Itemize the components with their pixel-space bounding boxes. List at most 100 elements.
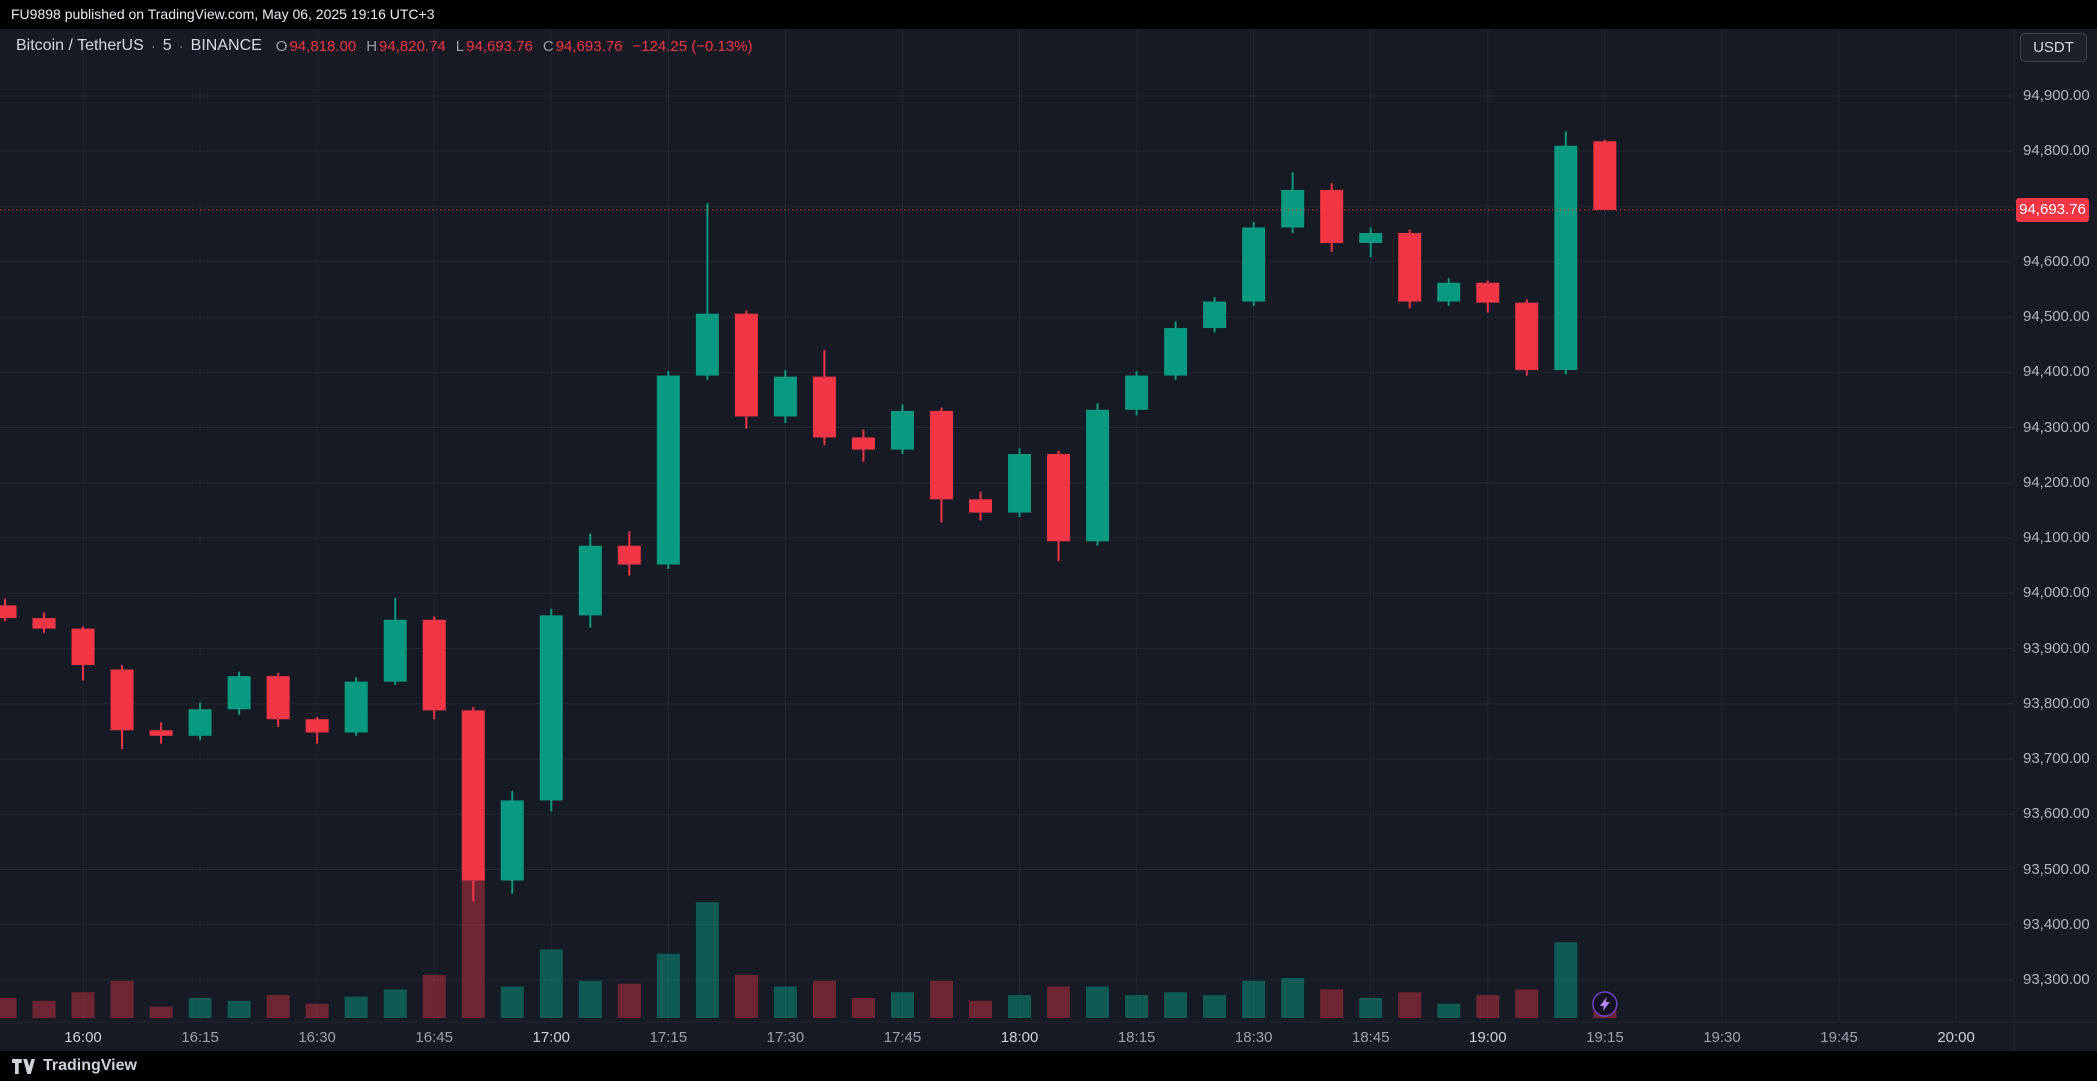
candle [617,531,641,576]
publish-text: FU9898 published on TradingView.com, May… [11,6,435,22]
price-axis[interactable]: USDT 94,693.76 94,900.0094,800.0094,700.… [2014,0,2097,1051]
candle [1125,371,1149,416]
candle-body [1242,227,1266,302]
volume-bar [734,975,758,1018]
volume-bar [1125,995,1149,1018]
candle-body [929,410,953,500]
last-price-badge: 94,693.76 [2016,197,2089,222]
candle-wick [706,203,709,380]
candle-body [1398,233,1422,302]
candle-body [1593,141,1617,210]
exchange-name[interactable]: BINANCE [190,37,262,54]
volume-bar [149,1006,173,1018]
candle [851,429,875,462]
candle [969,491,992,521]
price-axis-label: 94,500.00 [2023,308,2090,325]
high-value: 94,820.74 [379,37,446,55]
candle-body [1203,301,1227,329]
candle [149,722,173,744]
volume-bar [461,875,485,1018]
candle [656,371,680,569]
price-axis-label: 93,600.00 [2023,805,2090,823]
candle [539,608,563,812]
candle [1359,227,1383,258]
candle-body [539,615,563,801]
price-axis-label: 93,500.00 [2023,860,2090,878]
candle-body [578,545,602,616]
open-value: 94,818.00 [289,37,357,55]
time-axis-label: 17:00 [532,1029,571,1046]
candle [32,612,56,634]
close-label: C [542,37,554,55]
candle-body [383,619,407,682]
time-axis-label: 16:30 [298,1029,336,1046]
volume-bar [890,992,914,1018]
time-axis-label: 19:45 [1820,1029,1858,1046]
candle-body [461,710,485,881]
candle [1437,278,1461,306]
volume-bar [1359,997,1383,1018]
symbol-name[interactable]: Bitcoin / TetherUS [16,37,144,54]
candle [1398,229,1422,309]
candle-body [1437,282,1461,302]
candle [1281,172,1305,234]
volume-bar [1086,986,1110,1018]
candle [188,702,212,741]
candle-body [969,499,992,513]
volume-bar [188,997,212,1018]
candle-body [734,313,758,417]
candle [890,404,914,455]
volume-bar [1164,992,1188,1018]
price-axis-label: 94,200.00 [2023,473,2090,491]
volume-bar [617,983,641,1018]
candle [0,598,17,621]
time-axis-label: 19:00 [1469,1029,1507,1046]
candle-body [1125,375,1149,410]
candle [461,707,485,902]
time-axis-label: 17:30 [766,1029,805,1046]
candle [1047,450,1071,562]
candle-body [1047,454,1071,542]
candle-body [149,730,173,736]
candle-body [656,375,680,565]
price-axis-label: 94,300.00 [2023,418,2090,436]
volume-bar [1203,995,1227,1018]
volume-bar [773,986,797,1018]
volume-bar [0,997,17,1018]
time-axis-label: 18:00 [1000,1029,1039,1046]
volume-bar [32,1000,56,1018]
footer-bar: TradingView [0,1051,2097,1081]
volume-bar [305,1003,329,1018]
candle-body [812,376,836,438]
candle-body [0,605,17,619]
high-label: H [366,37,378,55]
candle [266,672,290,727]
volume-bar [422,975,446,1018]
candle-body [1164,328,1188,376]
time-axis-label: 19:15 [1586,1029,1624,1046]
volume-bar [656,953,680,1018]
candle [422,616,446,720]
candle-body [305,719,329,733]
candle-body [617,545,641,565]
price-axis-label: 93,400.00 [2023,915,2090,933]
time-axis[interactable]: 16:00 16:15 16:30 16:45 17:00 17:15 17:30 17:45… [0,1022,2014,1051]
volume-bar [227,1000,251,1018]
candle [1008,448,1032,518]
candle-body [32,618,56,629]
candle-body [1008,454,1032,513]
candle [383,597,407,685]
tradingview-logo-icon [12,1058,35,1074]
interval-value[interactable]: 5 [162,37,172,54]
time-axis-label: 18:45 [1351,1029,1390,1046]
tradingview-logo-link[interactable]: TradingView [12,1057,137,1075]
currency-button[interactable]: USDT [2020,33,2087,62]
price-axis-label: 93,700.00 [2023,750,2090,767]
volume-bar [812,980,836,1018]
candle-body [422,619,446,711]
price-axis-label: 94,800.00 [2023,142,2090,160]
flash-icon[interactable] [1592,991,1618,1017]
candle [1203,297,1227,333]
